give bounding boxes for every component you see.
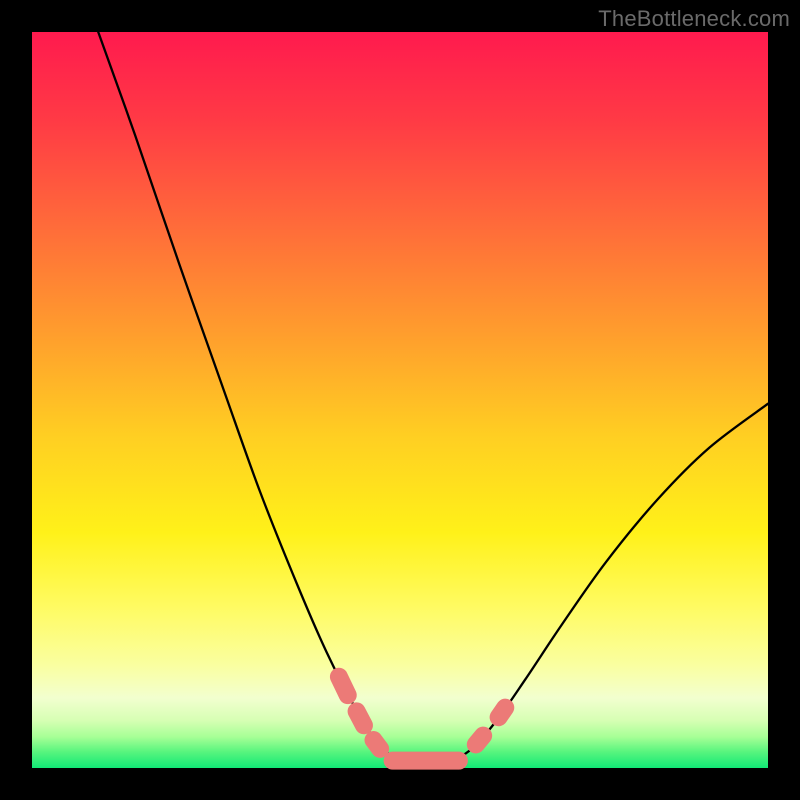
marker	[476, 736, 483, 745]
figure-root: TheBottleneck.com	[0, 0, 800, 800]
marker	[339, 677, 348, 695]
chart-svg	[0, 0, 800, 800]
marker	[374, 740, 381, 749]
marker	[499, 708, 506, 718]
watermark-text: TheBottleneck.com	[598, 6, 790, 32]
marker	[357, 711, 364, 725]
chart-panel	[32, 32, 768, 768]
